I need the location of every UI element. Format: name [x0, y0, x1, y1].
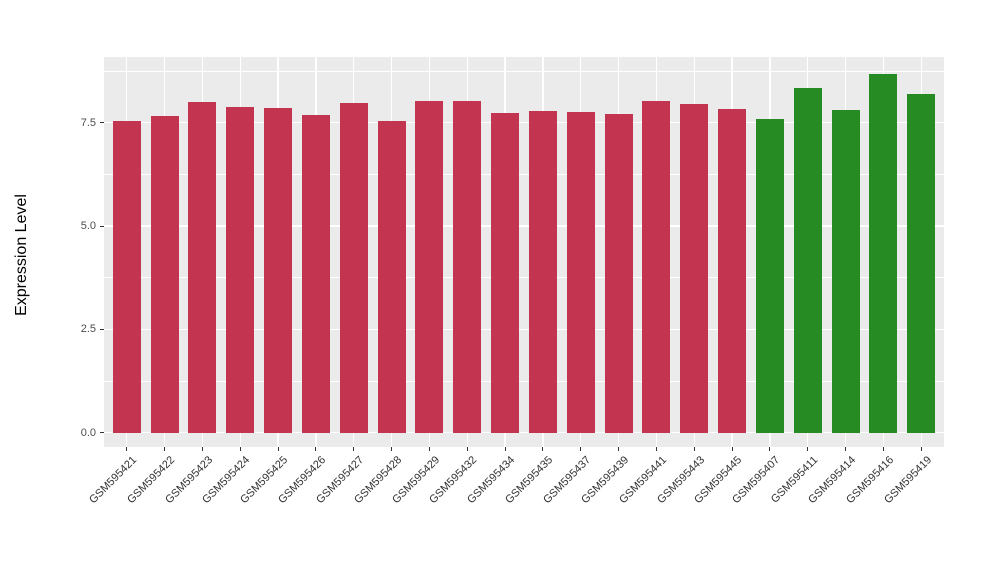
x-tick-mark	[201, 447, 203, 451]
gridline-major	[104, 225, 944, 227]
bar	[377, 120, 406, 433]
x-tick-mark	[239, 447, 241, 451]
x-tick-mark	[428, 447, 430, 451]
bar	[339, 103, 368, 433]
x-tick-mark	[580, 447, 582, 451]
x-tick-mark	[126, 447, 128, 451]
y-tick-label: 5.0	[80, 220, 96, 233]
y-tick-mark	[100, 328, 104, 330]
gridline-minor	[104, 277, 944, 279]
bar	[226, 107, 255, 433]
bar	[680, 103, 709, 433]
x-tick-mark	[807, 447, 809, 451]
bar	[188, 102, 217, 433]
gridline-major	[104, 432, 944, 434]
x-tick-mark	[164, 447, 166, 451]
bar	[831, 109, 860, 433]
bar	[491, 113, 520, 433]
bar	[793, 87, 822, 433]
gridline-minor	[104, 380, 944, 382]
x-tick-mark	[769, 447, 771, 451]
plot-panel	[104, 57, 944, 447]
y-tick-mark	[100, 225, 104, 227]
gridline-minor	[104, 70, 944, 72]
bar	[566, 111, 595, 433]
bar	[415, 100, 444, 433]
y-tick-mark	[100, 432, 104, 434]
y-tick-label: 7.5	[80, 116, 96, 129]
bar	[112, 120, 141, 433]
x-tick-mark	[504, 447, 506, 451]
x-tick-mark	[618, 447, 620, 451]
x-tick-mark	[466, 447, 468, 451]
bar	[528, 111, 557, 433]
gridline-major	[104, 122, 944, 124]
y-axis-title: Expression Level	[13, 194, 30, 316]
y-tick-label: 2.5	[80, 323, 96, 336]
y-tick-label: 0.0	[80, 426, 96, 439]
bar	[264, 108, 293, 433]
x-tick-mark	[693, 447, 695, 451]
y-tick-mark	[100, 122, 104, 124]
x-tick-mark	[845, 447, 847, 451]
bar	[869, 74, 898, 433]
x-tick-mark	[731, 447, 733, 451]
x-tick-mark	[542, 447, 544, 451]
x-tick-mark	[920, 447, 922, 451]
bar	[150, 115, 179, 433]
x-tick-mark	[391, 447, 393, 451]
x-tick-mark	[655, 447, 657, 451]
x-tick-mark	[882, 447, 884, 451]
x-tick-mark	[277, 447, 279, 451]
bar	[755, 119, 784, 433]
x-tick-mark	[353, 447, 355, 451]
bar	[642, 100, 671, 433]
gridline-minor	[104, 173, 944, 175]
x-tick-mark	[315, 447, 317, 451]
bar	[907, 93, 936, 433]
gridline-major	[104, 328, 944, 331]
bar	[453, 101, 482, 433]
bar	[718, 109, 747, 433]
bar	[604, 113, 633, 433]
bar	[301, 115, 330, 433]
